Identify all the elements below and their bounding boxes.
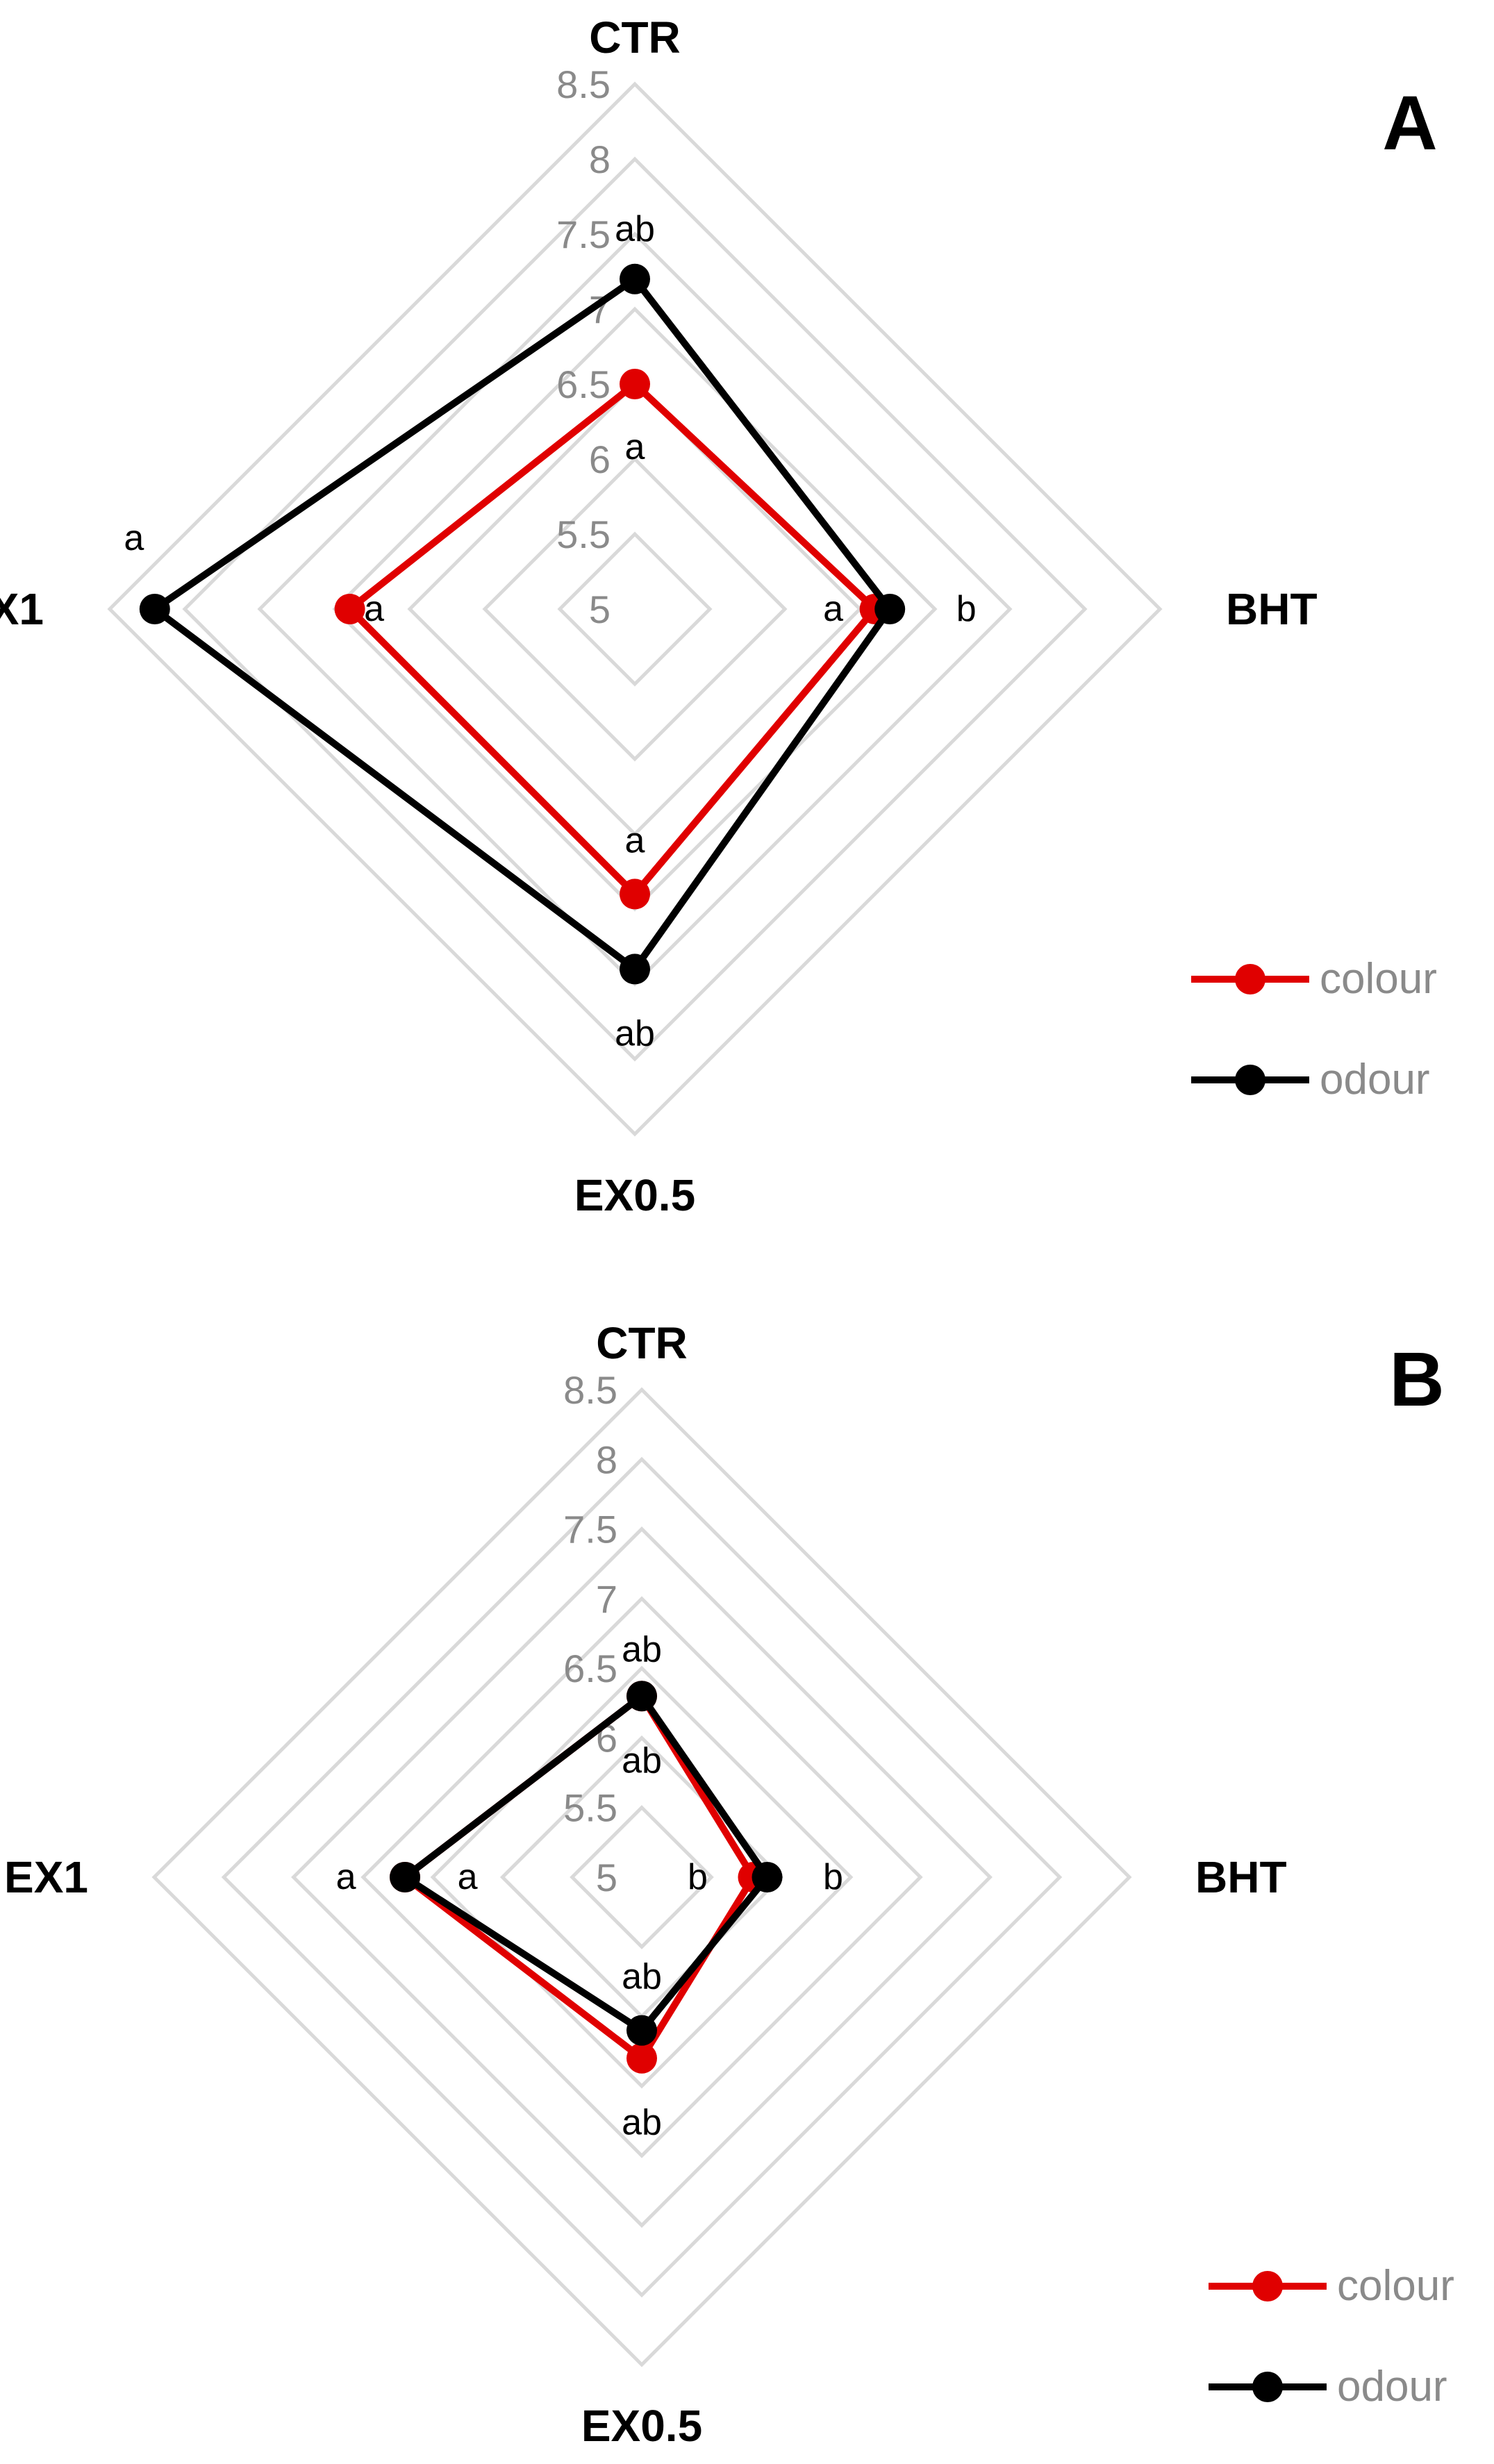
radar-category-labels: CTR BHT EX0.5 EX1 — [4, 1318, 1287, 2451]
radar-chart-a-svg: 55.566.577.588.5CTRBHTEX0.5EX1aaaaabbaba… — [0, 13, 1438, 1220]
significance-label: ab — [615, 209, 655, 249]
significance-labels: ab b ab a ab b ab a — [336, 1629, 843, 2142]
data-point — [139, 594, 170, 624]
legend-marker — [1252, 2271, 1283, 2301]
radar-grid-ring — [107, 81, 1163, 1137]
radar-grid-ring — [182, 156, 1088, 1062]
radar-grid-ring — [151, 1387, 1132, 2367]
significance-label: a — [625, 820, 645, 860]
data-point — [390, 1862, 421, 1892]
significance-label: ab — [622, 1740, 662, 1781]
panel-label: B — [1389, 1337, 1444, 1422]
radar-tick-label: 8.5 — [563, 1368, 617, 1412]
radar-chart-b: 5 5.5 6 6.5 7 7.5 8 8.5 CTR BHT EX0.5 EX1 ab b ab a ab b a… — [0, 1232, 1494, 2464]
radar-axis-ticks: 55.566.577.588.5 — [563, 1368, 617, 1899]
radar-grid — [151, 1387, 1132, 2367]
panel-label: A — [1382, 81, 1437, 166]
radar-tick-label: 8 — [589, 138, 611, 181]
significance-label: a — [364, 589, 384, 629]
radar-tick-label: 6.5 — [563, 1647, 617, 1690]
radar-axis-ticks: 55.566.577.588.5 — [556, 63, 611, 631]
significance-label: ab — [622, 2103, 662, 2143]
data-point — [626, 1681, 657, 1712]
series-line — [151, 275, 894, 973]
significance-label: a — [458, 1857, 478, 1897]
legend-marker — [1235, 1065, 1265, 1095]
data-point — [620, 954, 650, 985]
category-label: CTR — [589, 13, 681, 63]
radar-grid-ring — [221, 1456, 1063, 2298]
category-label: EX1 — [0, 584, 44, 634]
significance-label: a — [625, 427, 645, 467]
legend-label: odour — [1320, 1056, 1430, 1104]
category-label: EX1 — [4, 1852, 88, 1902]
series-odour — [390, 1681, 783, 2046]
significance-label: a — [823, 589, 843, 629]
significance-label: a — [124, 518, 144, 558]
legend-marker — [1235, 964, 1265, 994]
radar-tick-label: 5.5 — [563, 1786, 617, 1830]
radar-tick-label: 6.5 — [556, 363, 611, 406]
data-point — [334, 594, 365, 624]
radar-grid-ring — [360, 1596, 923, 2158]
category-label: BHT — [1195, 1852, 1287, 1902]
radar-category-labels: CTR BHT EX0.5 EX1 — [0, 13, 1318, 1220]
radar-chart-b-svg: 55.566.577.588.5CTRBHTEX0.5EX1abbabaabba… — [4, 1318, 1454, 2451]
category-label: EX0.5 — [581, 2401, 702, 2451]
radar-tick-label: 7 — [596, 1577, 617, 1621]
data-point — [626, 2042, 657, 2074]
radar-tick-label: 5 — [589, 588, 611, 631]
radar-tick-label: 6 — [589, 438, 611, 481]
legend-label: colour — [1337, 2262, 1454, 2310]
category-label: CTR — [596, 1318, 688, 1368]
significance-label: ab — [615, 1013, 655, 1054]
data-point — [626, 2015, 657, 2046]
radar-tick-label: 7.5 — [556, 213, 611, 256]
radar-grid-ring — [291, 1526, 993, 2228]
radar-chart-a: 55.566.577.588.5CTRBHTEX0.5EX1aaaaabbaba… — [0, 13, 1438, 1220]
series-odour — [139, 263, 906, 985]
radar-tick-label: 5.5 — [556, 513, 611, 556]
legend: colour odour — [1191, 955, 1437, 1104]
data-point — [620, 263, 650, 294]
data-point — [752, 1862, 783, 1892]
significance-label: b — [823, 1857, 843, 1897]
significance-label: b — [688, 1857, 708, 1897]
legend-marker — [1252, 2372, 1283, 2402]
data-point — [874, 594, 906, 624]
significance-label: ab — [622, 1629, 662, 1670]
significance-label: b — [956, 589, 977, 629]
legend-label: colour — [1320, 955, 1437, 1003]
data-point — [620, 879, 650, 910]
radar-tick-label: 5 — [596, 1856, 617, 1899]
legend-label: odour — [1337, 2363, 1447, 2411]
category-label: EX0.5 — [574, 1170, 695, 1220]
category-label: BHT — [1226, 584, 1318, 634]
data-point — [620, 369, 650, 399]
radar-tick-label: 7.5 — [563, 1508, 617, 1551]
radar-grid-ring — [570, 1805, 714, 1949]
radar-grid-ring — [557, 531, 713, 687]
legend: colour odour — [1209, 2262, 1454, 2411]
radar-grid-ring — [482, 456, 788, 762]
radar-grid-ring — [430, 1665, 854, 2089]
radar-tick-label: 8 — [596, 1438, 617, 1481]
radar-grid-ring — [407, 381, 863, 837]
significance-label: ab — [622, 1957, 662, 1997]
significance-label: a — [336, 1857, 356, 1897]
significance-labels: a a a a ab b ab a — [124, 209, 976, 1054]
radar-tick-label: 8.5 — [556, 63, 611, 106]
